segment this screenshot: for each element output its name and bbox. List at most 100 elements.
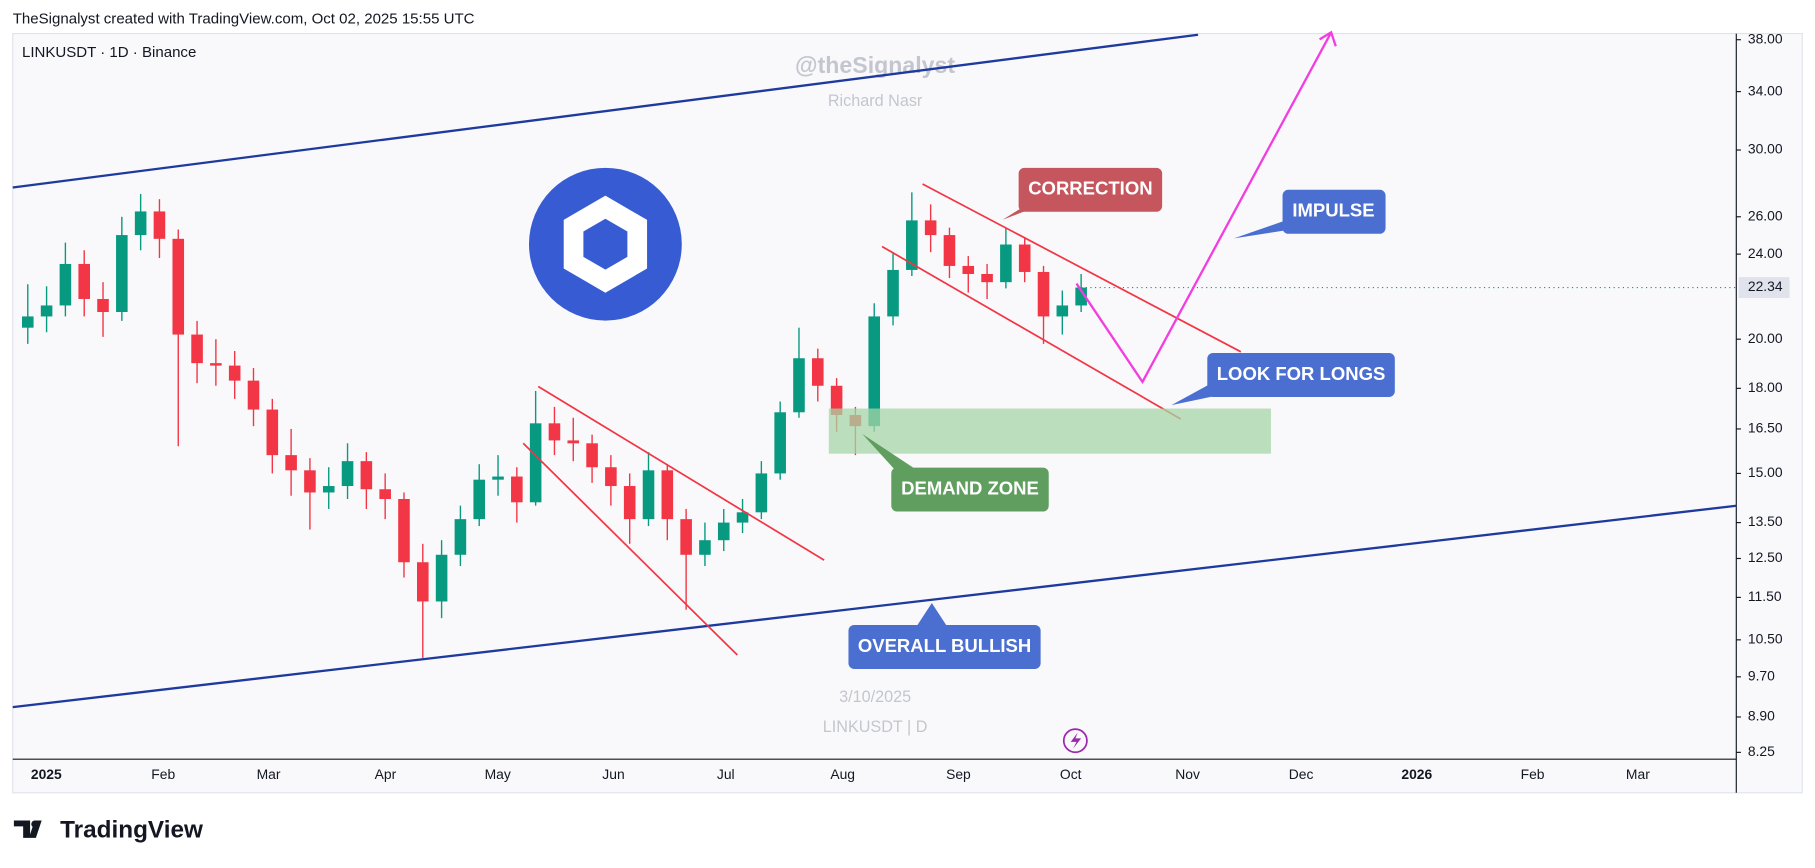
candle-body — [642, 470, 655, 520]
candle-body — [868, 316, 881, 427]
x-tick-label: Feb — [151, 766, 175, 782]
candle-body — [943, 235, 956, 266]
candle-body — [1037, 271, 1050, 317]
channel-line — [12, 504, 1737, 709]
y-tick-label: 9.70 — [1748, 667, 1775, 683]
candle-body — [755, 473, 768, 513]
callout-text: CORRECTION — [1028, 178, 1152, 199]
candle-body — [191, 334, 203, 364]
candle-body — [473, 479, 486, 520]
y-tick-label: 26.00 — [1748, 207, 1783, 223]
callout-text: OVERALL BULLISH — [858, 635, 1031, 656]
candle-body — [78, 263, 90, 299]
candle-body — [435, 554, 448, 602]
projection-arrow — [1318, 30, 1337, 47]
candle-body — [322, 486, 335, 493]
x-tick-label: Feb — [1521, 766, 1545, 782]
candle-body — [228, 365, 241, 381]
candle-body — [529, 423, 542, 503]
candle-body — [116, 235, 128, 313]
watermark: 3/10/2025 — [839, 688, 911, 706]
x-tick-label: Jun — [602, 766, 624, 782]
x-tick-label: Sep — [946, 766, 971, 782]
candle-body — [830, 385, 843, 416]
y-tick-label: 10.50 — [1748, 631, 1783, 647]
y-tick-label: 8.90 — [1748, 708, 1775, 724]
wedge-line — [881, 245, 1182, 420]
x-tick-label: Jul — [717, 766, 735, 782]
header: TheSignalyst created with TradingView.co… — [13, 11, 475, 28]
candle-body — [567, 440, 580, 444]
candle-body — [97, 298, 109, 313]
x-tick-label: Mar — [257, 766, 281, 782]
candle-body — [21, 316, 34, 328]
x-tick-label: 2025 — [31, 766, 62, 782]
wedge-line — [537, 385, 825, 561]
y-tick-label: 12.50 — [1748, 549, 1783, 565]
callout — [1282, 189, 1386, 234]
candle-body — [680, 519, 692, 555]
candle-body — [1000, 244, 1012, 283]
candle-body — [793, 358, 805, 413]
candle-body — [40, 305, 53, 317]
x-tick-label: Oct — [1060, 766, 1082, 782]
x-tick-label: Mar — [1626, 766, 1650, 782]
candle-body — [210, 363, 222, 366]
candle-body — [416, 562, 429, 602]
projection — [1075, 31, 1333, 385]
tv-logo — [13, 820, 42, 838]
y-tick-label: 11.50 — [1748, 588, 1782, 604]
candle-body — [285, 455, 297, 471]
watermark: @theSignalyst — [795, 52, 955, 78]
candle-body — [1018, 244, 1031, 272]
candle-body — [360, 461, 373, 490]
x-tick-label: Dec — [1289, 766, 1314, 782]
plot — [21, 192, 1737, 658]
wedge-line — [922, 183, 1242, 353]
candle-body — [172, 238, 185, 335]
candle-body — [247, 380, 260, 410]
candle-body — [511, 476, 523, 503]
callout — [1207, 352, 1395, 397]
drawings: CORRECTION IMPULSE LOOK FOR LONGS DEMAND… — [12, 30, 1737, 754]
candle-body — [134, 211, 147, 236]
candle-body — [586, 443, 598, 468]
candle-body — [1075, 287, 1087, 306]
candle-body — [962, 265, 975, 274]
candle-body — [736, 512, 749, 523]
demand-zone — [828, 408, 1271, 454]
watermark: Richard Nasr — [828, 92, 923, 110]
candle-body — [548, 423, 561, 441]
wedge-line — [522, 442, 738, 656]
x-tick-label: May — [485, 766, 511, 782]
candle-body — [492, 476, 504, 480]
candle-body — [981, 273, 993, 283]
y-tick-label: 38.00 — [1748, 30, 1783, 46]
candle-body — [906, 220, 918, 270]
candle-body — [887, 269, 899, 317]
logo-hex-inner — [583, 218, 628, 270]
event-icon[interactable] — [1062, 728, 1088, 754]
candle-body — [605, 467, 617, 487]
watermark: LINKUSDT | D — [823, 718, 928, 736]
footer-brand: TradingView — [60, 816, 203, 843]
candle-body — [379, 489, 391, 499]
tv-logo-dot — [31, 820, 39, 828]
candle-body — [661, 470, 674, 520]
x-tick-label: Aug — [830, 766, 855, 782]
callout-text: IMPULSE — [1292, 200, 1374, 221]
candle-body — [59, 263, 72, 306]
candle-body — [454, 519, 467, 555]
candle-body — [304, 470, 316, 493]
candle-body — [1056, 305, 1069, 317]
callout-text: LOOK FOR LONGS — [1217, 363, 1386, 384]
y-tick-label: 8.25 — [1748, 743, 1775, 759]
event-icon-bolt — [1070, 732, 1082, 749]
y-tick-label: 34.00 — [1748, 82, 1783, 98]
candle-body — [398, 498, 410, 563]
y-tick-label: 20.00 — [1748, 330, 1783, 346]
y-tick-label: 24.00 — [1748, 245, 1783, 261]
callout — [1018, 167, 1163, 212]
x-tick-label: 2026 — [1401, 766, 1432, 782]
